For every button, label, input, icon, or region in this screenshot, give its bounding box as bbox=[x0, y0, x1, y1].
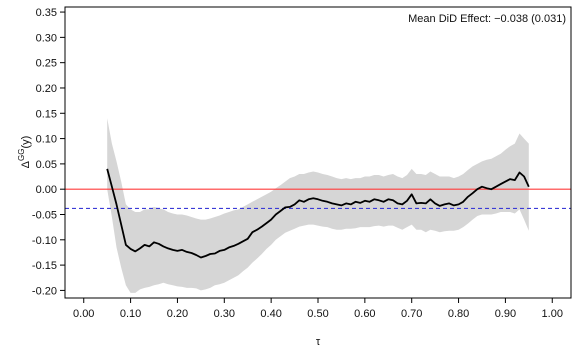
x-axis-title: τ bbox=[316, 336, 321, 348]
x-tick-label: 0.50 bbox=[307, 308, 328, 320]
y-tick-label: 0.25 bbox=[36, 58, 57, 70]
y-tick-label: -0.05 bbox=[32, 209, 57, 221]
x-tick-label: 0.80 bbox=[448, 308, 469, 320]
y-tick-label: -0.10 bbox=[32, 235, 57, 247]
y-tick-label: -0.15 bbox=[32, 260, 57, 272]
x-tick-label: 1.00 bbox=[542, 308, 563, 320]
x-tick-label: 0.20 bbox=[167, 308, 188, 320]
x-tick-label: 0.60 bbox=[354, 308, 375, 320]
y-axis-title: ΔGG(y) bbox=[17, 136, 32, 169]
x-tick-label: 0.10 bbox=[120, 308, 141, 320]
y-axis-title-main: Δ bbox=[20, 160, 32, 168]
x-tick-label: 0.30 bbox=[214, 308, 235, 320]
confidence-band bbox=[107, 118, 529, 293]
estimate-line bbox=[106, 168, 530, 259]
y-tick-label: 0.15 bbox=[36, 108, 57, 120]
x-tick-label: 0.00 bbox=[73, 308, 94, 320]
y-tick-label: -0.20 bbox=[32, 285, 57, 297]
mean-did-annotation: Mean DiD Effect: −0.038 (0.031) bbox=[408, 13, 566, 25]
x-tick-label: 0.70 bbox=[401, 308, 422, 320]
y-tick-label: 0.30 bbox=[36, 32, 57, 44]
y-tick-label: 0.10 bbox=[36, 134, 57, 146]
y-axis-title-tail: (y) bbox=[20, 136, 32, 149]
y-axis-title-sup: GG bbox=[17, 149, 26, 161]
y-tick-label: 0.00 bbox=[36, 184, 57, 196]
x-tick-label: 0.40 bbox=[260, 308, 281, 320]
y-tick-label: 0.20 bbox=[36, 83, 57, 95]
y-tick-label: 0.35 bbox=[36, 7, 57, 19]
y-tick-label: 0.05 bbox=[36, 159, 57, 171]
x-tick-label: 0.90 bbox=[495, 308, 516, 320]
